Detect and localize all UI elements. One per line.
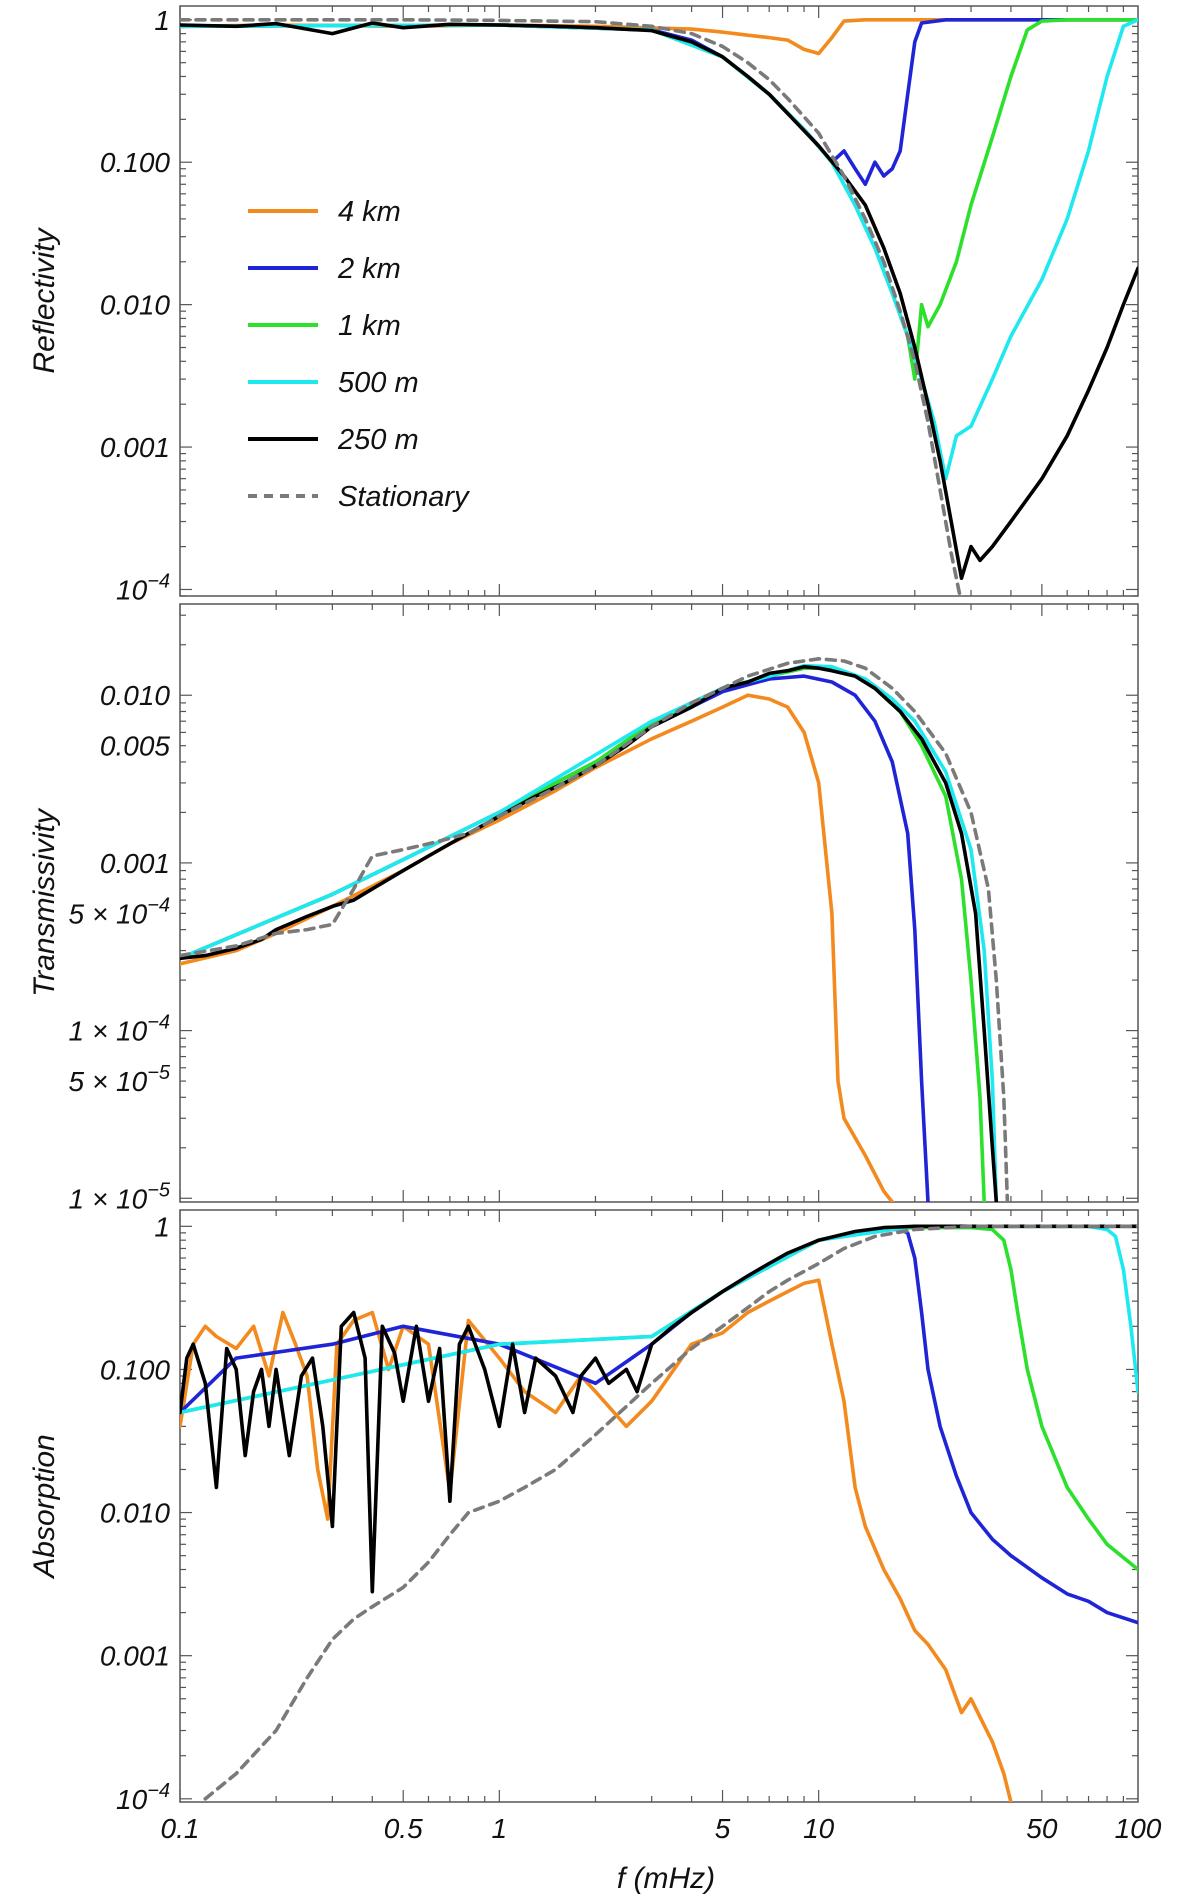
series-line-4-km — [180, 693, 895, 1202]
series-line-500-m — [180, 1224, 1138, 1415]
legend-label: 4 km — [338, 196, 401, 228]
y-tick-label: 1 × 10−5 — [69, 1179, 171, 1214]
y-tick-label: 0.001 — [100, 1641, 170, 1672]
legend: 4 km 2 km 1 km 500 m 250 m Stationary — [248, 196, 470, 513]
x-tick-label: 1 — [492, 1813, 508, 1844]
plot-frame — [179, 5, 1139, 597]
y-tick-label: 1 × 10−4 — [69, 1012, 170, 1047]
y-tick-label: 0.010 — [100, 290, 170, 321]
y-axis-title: Transmissivity — [28, 807, 61, 997]
y-tick-label: 5 × 10−5 — [69, 1062, 171, 1097]
series-line-1-km — [180, 666, 986, 1202]
legend-label: 2 km — [337, 253, 401, 285]
legend-label: 250 m — [337, 424, 419, 456]
absorption-panel: 1 0.100 0.010 0.001 10−40.1 0.5 1 5 10 50 100 Absor… — [28, 1209, 1162, 1844]
series-line-1-km — [180, 1225, 1138, 1572]
series-line-500-m — [180, 18, 1138, 481]
legend-label: Stationary — [338, 481, 470, 513]
y-tick-label: 1 — [154, 1211, 170, 1242]
legend-label: 1 km — [338, 310, 401, 342]
reflectivity-panel: 1 0.100 0.010 0.001 10−4 Reflectivity — [28, 5, 1139, 605]
series-line-1-km — [180, 18, 1138, 381]
y-tick-label: 10−4 — [116, 1780, 170, 1815]
x-tick-label: 100 — [1115, 1813, 1162, 1844]
x-axis-title: f (mHz) — [617, 1862, 715, 1895]
plot-frame — [179, 1209, 1139, 1803]
series-line-500-m — [180, 663, 999, 1202]
legend-label: 500 m — [338, 367, 419, 399]
y-axis-title: Reflectivity — [28, 226, 61, 373]
y-tick-label: 0.010 — [100, 1498, 170, 1529]
x-tick-label: 10 — [803, 1813, 835, 1844]
series-line-2-km — [180, 18, 1138, 187]
series-line-stationary — [180, 18, 962, 596]
series-line-4-km — [180, 1278, 1013, 1802]
y-tick-label: 0.100 — [100, 1354, 170, 1385]
y-tick-label: 0.010 — [100, 680, 170, 711]
series-line-stationary — [180, 657, 1010, 1202]
y-tick-label: 0.001 — [100, 432, 170, 463]
x-tick-label: 0.1 — [161, 1813, 200, 1844]
y-tick-label: 5 × 10−4 — [69, 894, 170, 929]
plot-frame — [179, 603, 1139, 1203]
series-line-2-km — [180, 674, 930, 1202]
x-tick-label: 50 — [1026, 1813, 1058, 1844]
y-tick-label: 1 — [154, 5, 170, 36]
series-line-250-m — [180, 664, 999, 1202]
series-line-stationary — [203, 1224, 1138, 1801]
y-tick-label: 10−4 — [116, 570, 170, 605]
y-axis-title: Absorption — [28, 1434, 61, 1579]
y-tick-label: 0.100 — [100, 147, 170, 178]
y-tick-label: 0.001 — [100, 848, 170, 879]
x-tick-label: 0.5 — [384, 1813, 423, 1844]
series-line-250-m — [180, 1224, 1138, 1594]
series-line-250-m — [180, 21, 1138, 580]
y-tick-label: 0.005 — [100, 731, 170, 762]
x-tick-label: 5 — [715, 1813, 731, 1844]
transmissivity-panel: 0.010 0.005 0.001 5 × 10−4 1 × 10−4 5 × 10−5 1… — [28, 603, 1139, 1214]
